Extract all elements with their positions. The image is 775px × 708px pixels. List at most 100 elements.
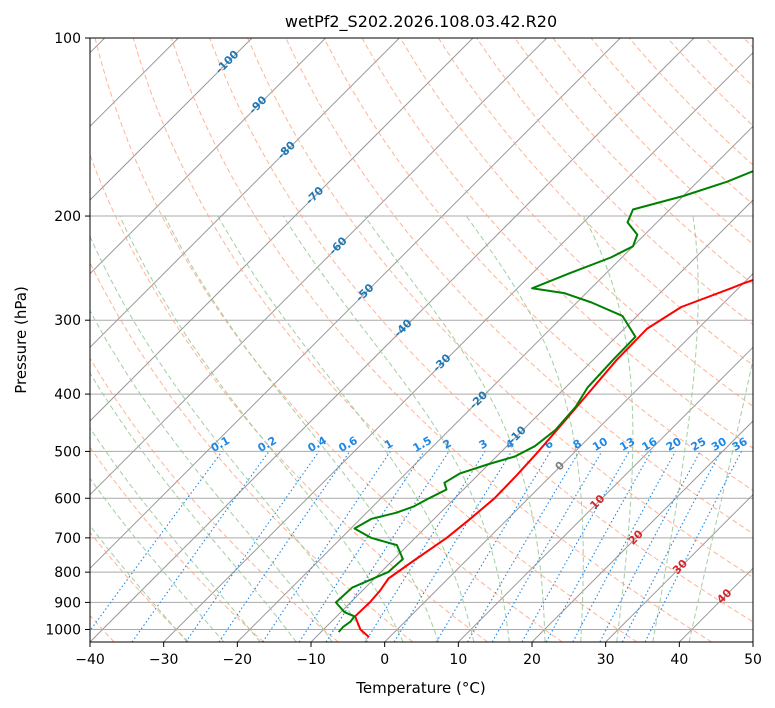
y-tick-label: 400 — [54, 387, 81, 403]
isotherm-line — [90, 38, 253, 201]
dry-adiabat — [743, 38, 753, 49]
dry-adiabat — [590, 38, 753, 206]
mixing-ratio-line — [262, 451, 391, 642]
isotherm-line — [531, 420, 753, 642]
mixing-ratio-line — [621, 451, 722, 642]
x-tick-label: −30 — [149, 652, 179, 668]
mixing-ratio-label: 2 — [441, 437, 454, 452]
y-tick-label: 900 — [54, 595, 81, 611]
moist-adiabat — [90, 372, 297, 642]
y-tick-label: 800 — [54, 565, 81, 581]
x-tick-label: 10 — [449, 652, 467, 668]
dry-adiabat — [476, 38, 753, 326]
dry-adiabat — [705, 38, 753, 88]
mixing-ratio-line — [90, 451, 223, 632]
chart-title: wetPf2_S202.2026.108.03.42.R20 — [285, 12, 557, 32]
mixing-ratio-line — [218, 451, 351, 642]
mixing-ratio-line — [435, 451, 552, 642]
x-tick-label: −20 — [223, 652, 253, 668]
isotherm-line — [90, 38, 548, 496]
dry-adiabat — [667, 38, 753, 127]
moist-adiabat — [465, 215, 584, 642]
mixing-ratio-line — [644, 451, 742, 642]
x-axis-title: Temperature (°C) — [355, 679, 485, 697]
mixing-ratio-line — [298, 451, 425, 642]
x-tick-label: −10 — [296, 652, 326, 668]
mixing-ratio-line — [131, 451, 270, 642]
x-tick-label: 50 — [744, 652, 762, 668]
dry-adiabat — [132, 38, 638, 642]
isotherm-lines — [90, 38, 753, 642]
mixing-ratio-label: 3 — [477, 437, 490, 452]
moist-adiabat — [90, 477, 225, 642]
isotherm-line — [678, 567, 753, 642]
isotherm-line — [236, 125, 753, 642]
dry-adiabat — [247, 38, 753, 578]
moist-adiabat — [90, 427, 261, 642]
y-tick-label: 300 — [54, 313, 81, 329]
moist-adiabat — [90, 235, 369, 642]
dry-adiabat — [170, 38, 712, 642]
isotherm-line — [90, 38, 400, 349]
isobar-gridlines — [90, 38, 753, 630]
isotherm-line — [605, 493, 753, 642]
x-axis: −40 −30 −20 −10 0 10 20 30 40 50 — [75, 642, 762, 668]
y-tick-label: 1000 — [45, 622, 81, 638]
moist-adiabat — [119, 215, 404, 642]
dry-adiabat — [90, 153, 488, 642]
mixing-ratio-label: 1 — [382, 437, 395, 452]
moist-adiabat — [583, 215, 634, 642]
isotherm-line — [384, 272, 753, 642]
mixing-ratio-line — [599, 451, 701, 642]
y-tick-label: 500 — [54, 444, 81, 460]
dry-adiabat-lines — [90, 38, 753, 642]
y-axis-title: Pressure (hPa) — [12, 286, 30, 394]
dry-adiabat — [94, 38, 563, 642]
moist-adiabat — [652, 215, 699, 642]
isotherm-label: -100 — [213, 48, 242, 77]
dry-adiabat — [90, 357, 339, 642]
isotherm-line — [90, 38, 695, 642]
x-tick-label: −40 — [75, 652, 105, 668]
dry-adiabat — [399, 38, 753, 408]
mixing-ratio-lines — [90, 451, 742, 642]
mixing-ratio-line — [325, 451, 450, 642]
sounding-profiles — [334, 170, 753, 638]
isotherm-line — [90, 38, 621, 570]
dry-adiabat — [552, 38, 753, 245]
dry-adiabat — [361, 38, 753, 449]
isotherm-line — [752, 641, 753, 642]
plot-area: -100-90-80-70-60-50-40-30-20-10010203040… — [90, 38, 753, 642]
dry-adiabat — [437, 38, 753, 366]
mixing-ratio-line — [185, 451, 320, 642]
plot-frame — [89, 37, 754, 643]
x-tick-label: 30 — [597, 652, 615, 668]
moist-adiabat-lines — [90, 215, 753, 642]
dry-adiabat — [323, 38, 753, 492]
moist-adiabat — [164, 215, 439, 642]
moist-adiabat — [217, 215, 475, 642]
moist-adiabat — [688, 356, 753, 642]
moist-adiabat — [364, 215, 546, 642]
dry-adiabat — [90, 261, 414, 642]
mixing-ratio-line — [545, 451, 652, 642]
y-tick-label: 700 — [54, 531, 81, 547]
y-tick-label: 600 — [54, 491, 81, 507]
y-axis: 100 200 300 400 500 600 700 800 900 1000 — [45, 31, 90, 638]
y-tick-label: 200 — [54, 209, 81, 225]
mixing-ratio-line — [393, 451, 513, 642]
dry-adiabat — [90, 531, 190, 642]
x-tick-label: 40 — [670, 652, 688, 668]
x-tick-label: 20 — [523, 652, 541, 668]
moist-adiabat — [90, 524, 188, 642]
dry-adiabat — [209, 38, 753, 623]
dry-adiabat — [90, 446, 264, 642]
temperature-profile — [354, 279, 753, 638]
mixing-ratio-line — [521, 451, 630, 642]
isotherm-line — [90, 38, 327, 275]
isotherm-line — [90, 38, 474, 422]
isotherm-label: -30 — [430, 351, 453, 374]
y-tick-label: 100 — [54, 31, 81, 47]
x-tick-label: 0 — [380, 652, 389, 668]
